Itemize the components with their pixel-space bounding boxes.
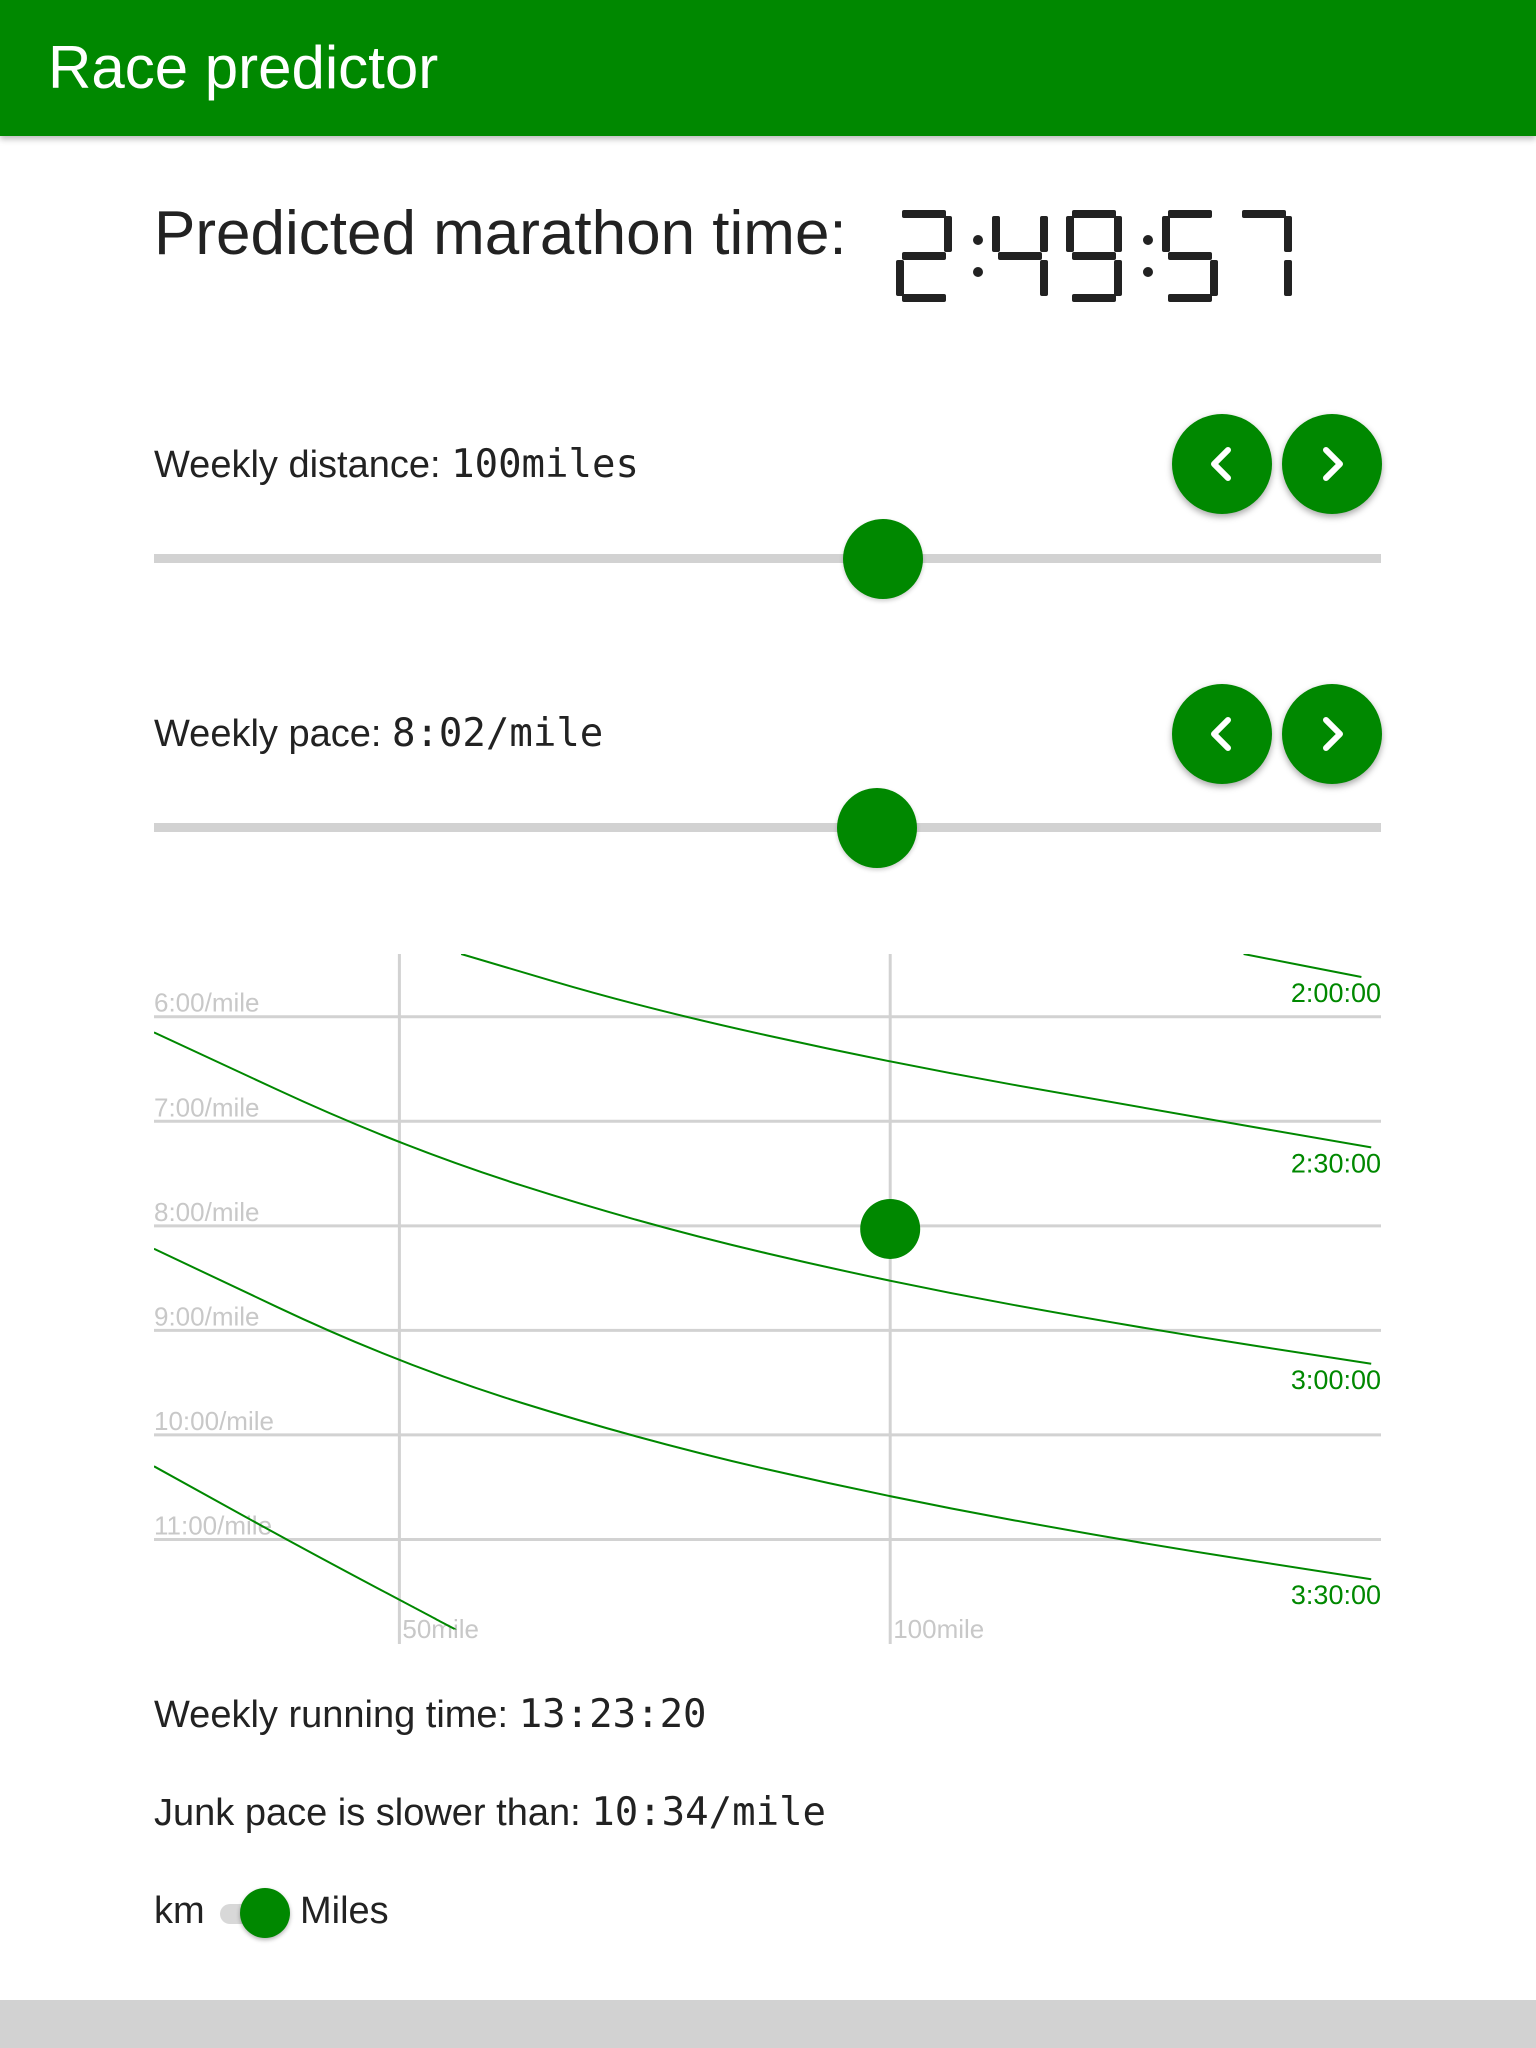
weekly-distance-value: 100miles	[451, 442, 639, 487]
prediction-lcd-display	[896, 210, 1292, 302]
junk-pace-value: 10:34/mile	[591, 1790, 827, 1835]
chart-series-label: 3:30:00	[1291, 1580, 1381, 1610]
chart-y-tick-label: 9:00/mile	[154, 1301, 260, 1331]
lcd-digit	[1242, 210, 1292, 296]
distance-increase-button[interactable]	[1282, 414, 1382, 514]
chart-series-label: 2:00:00	[1291, 978, 1381, 1008]
slider-thumb[interactable]	[836, 788, 917, 868]
chart-current-point[interactable]	[860, 1198, 921, 1259]
app-bar: Race predictor	[0, 0, 1536, 136]
chart-y-tick-label: 6:00/mile	[154, 988, 260, 1018]
junk-pace-caption: Junk pace is slower than:	[154, 1792, 581, 1834]
distance-decrease-button[interactable]	[1172, 414, 1272, 514]
chart-y-tick-label: 10:00/mile	[154, 1406, 274, 1436]
chevron-left-icon	[1211, 447, 1231, 481]
slider-thumb[interactable]	[842, 519, 923, 599]
weekly-running-time-label: Weekly running time: 13:23:20	[154, 1690, 707, 1740]
pace-decrease-button[interactable]	[1172, 684, 1272, 784]
chart-y-tick-label: 7:00/mile	[154, 1092, 260, 1122]
pace-increase-button[interactable]	[1282, 684, 1382, 784]
weekly-distance-caption: Weekly distance:	[154, 444, 441, 486]
chart-series-label: 3:00:00	[1291, 1365, 1381, 1395]
weekly-pace-value: 8:02/mile	[391, 711, 604, 756]
junk-pace-label: Junk pace is slower than: 10:34/mile	[154, 1788, 826, 1838]
chart-y-tick-label: 11:00/mile	[154, 1510, 272, 1540]
chevron-left-icon	[1211, 717, 1231, 751]
weekly-pace-caption: Weekly pace:	[154, 713, 382, 755]
chart-x-tick-label: 100mile	[893, 1614, 984, 1644]
lcd-digit	[896, 210, 952, 302]
chart-series-line	[154, 1031, 1372, 1365]
lcd-digit	[1162, 210, 1218, 302]
weekly-distance-slider[interactable]	[154, 514, 1381, 604]
chart-series-line	[1243, 954, 1362, 978]
slider-track[interactable]	[154, 823, 1381, 832]
lcd-colon	[1143, 235, 1153, 277]
units-miles-label: Miles	[300, 1890, 389, 1932]
slider-track[interactable]	[154, 554, 1381, 563]
chart-series-line	[154, 1465, 456, 1631]
lcd-digit	[992, 216, 1048, 296]
chart-y-tick-label: 8:00/mile	[154, 1197, 260, 1227]
weekly-running-time-value: 13:23:20	[518, 1692, 707, 1737]
units-toggle-switch[interactable]	[240, 1888, 290, 1938]
lcd-colon	[973, 235, 983, 277]
chevron-right-icon	[1323, 717, 1343, 751]
app-title: Race predictor	[48, 34, 439, 101]
weekly-running-time-caption: Weekly running time:	[154, 1694, 509, 1736]
bottom-bar	[0, 2000, 1536, 2048]
chevron-right-icon	[1323, 447, 1343, 481]
weekly-pace-label: Weekly pace: 8:02/mile	[154, 709, 603, 759]
weekly-pace-slider[interactable]	[154, 783, 1381, 873]
pace-distance-chart[interactable]: 6:00/mile 7:00/mile 8:00/mile 9:00/mile 10:0…	[154, 954, 1381, 1644]
weekly-distance-label: Weekly distance: 100miles	[154, 440, 639, 490]
chart-series-label: 2:30:00	[1291, 1148, 1381, 1178]
prediction-label: Predicted marathon time:	[154, 199, 847, 268]
lcd-digit	[1066, 210, 1122, 302]
chart-x-tick-label: 50mile	[402, 1614, 479, 1644]
chart-series-line	[460, 954, 1372, 1149]
chart-series-line	[154, 1247, 1372, 1581]
units-km-label: km	[154, 1890, 205, 1932]
